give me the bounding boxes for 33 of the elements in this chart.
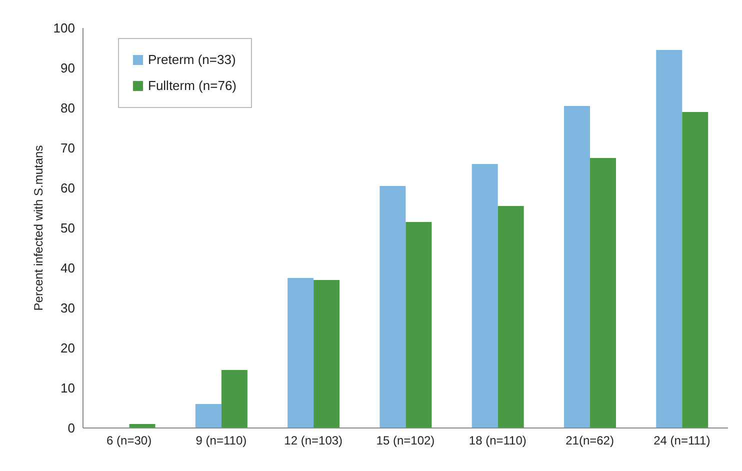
bar (195, 404, 222, 428)
x-tick-label: 18 (n=110) (468, 434, 526, 448)
legend-label: Fullterm (n=76) (148, 77, 236, 95)
x-tick-label: 9 (n=110) (196, 434, 247, 448)
y-tick-label: 70 (60, 140, 75, 156)
x-tick-label: 21(n=62) (566, 434, 614, 448)
bar (682, 112, 708, 428)
bar (288, 278, 314, 428)
y-tick-label: 60 (60, 180, 75, 196)
y-tick-label: 10 (60, 380, 75, 396)
y-axis-title: Percent infected with S.mutans (31, 145, 46, 311)
bar (656, 50, 682, 428)
legend-label: Preterm (n=33) (148, 51, 236, 69)
y-tick-label: 100 (53, 20, 75, 36)
x-tick-label: 15 (n=102) (376, 434, 435, 448)
bar (590, 158, 616, 428)
bar (406, 222, 432, 428)
bar (380, 186, 406, 428)
bar (472, 164, 498, 428)
y-tick-label: 30 (60, 300, 75, 316)
bar (221, 370, 248, 428)
y-tick-label: 50 (60, 220, 75, 236)
x-tick-label: 12 (n=103) (284, 434, 343, 448)
y-tick-label: 40 (60, 260, 75, 276)
y-tick-label: 0 (68, 420, 75, 436)
x-tick-label: 24 (n=111) (654, 434, 710, 448)
y-tick-label: 20 (60, 340, 75, 356)
bar (314, 280, 340, 428)
y-tick-label: 80 (60, 100, 75, 116)
y-tick-label: 90 (60, 60, 75, 76)
bar (498, 206, 524, 428)
x-tick-label: 6 (n=30) (106, 434, 152, 448)
bar (564, 106, 590, 428)
